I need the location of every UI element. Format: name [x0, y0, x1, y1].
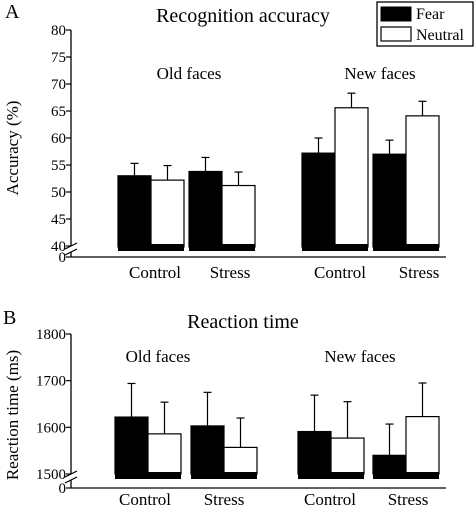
bar-fear [114, 416, 149, 475]
group-label: New faces [344, 64, 415, 83]
y-tick-label: 0 [59, 250, 67, 266]
y-tick-label: 40 [51, 239, 66, 255]
bar-neutral [147, 433, 182, 475]
bar-neutral [330, 437, 365, 475]
axis-break-mark [64, 248, 78, 256]
bar-base-strip [189, 244, 255, 251]
bar-fear [117, 175, 152, 248]
bar-base-strip [115, 472, 181, 479]
category-label: Stress [210, 263, 251, 282]
bar-neutral [405, 115, 440, 248]
bar-neutral [405, 416, 440, 475]
bar-fear [372, 153, 407, 248]
legend: Fear Neutral [376, 1, 474, 47]
bar-fear [297, 430, 332, 475]
category-label: Stress [204, 490, 245, 506]
category-label: Control [314, 263, 366, 282]
bar-neutral [223, 446, 258, 475]
bar-base-strip [373, 472, 439, 479]
chart-title: Recognition accuracy [156, 5, 330, 27]
panel-letter: A [5, 1, 20, 23]
y-tick-label: 60 [51, 131, 66, 147]
y-tick-label: 75 [51, 50, 66, 66]
bar-neutral [334, 107, 369, 248]
category-label: Control [119, 490, 171, 506]
bar-fear [190, 425, 225, 475]
y-tick-label: 65 [51, 104, 66, 120]
y-tick-label: 1700 [36, 374, 66, 390]
category-label: Control [304, 490, 356, 506]
y-tick-label: 50 [51, 185, 66, 201]
category-label: Stress [399, 263, 440, 282]
chart-title: Reaction time [187, 311, 299, 333]
y-tick-label: 80 [51, 23, 66, 39]
panel-a: A Recognition accuracy 040 45 50 55 60 65 70 75 80… [3, 1, 474, 282]
axis-break-mark [64, 476, 78, 484]
y-axis-label: Reaction time (ms) [3, 350, 22, 480]
bar-base-strip [373, 244, 439, 251]
legend-swatch-neutral [380, 26, 412, 42]
bar-fear [301, 152, 336, 248]
legend-label: Fear [416, 6, 445, 23]
category-label: Control [129, 263, 181, 282]
group-label: Old faces [126, 347, 191, 366]
bar-neutral [150, 179, 185, 248]
bar-base-strip [191, 472, 257, 479]
y-tick-label: 45 [51, 212, 66, 228]
y-axis-label: Accuracy (%) [3, 101, 22, 196]
group-label: Old faces [157, 64, 222, 83]
y-tick-label: 70 [51, 77, 66, 93]
bar-base-strip [302, 244, 368, 251]
y-tick-label: 1600 [36, 420, 66, 436]
bar-base-strip [118, 244, 184, 251]
category-label: Stress [388, 490, 429, 506]
y-tick-label: 1800 [36, 327, 66, 343]
bar-fear [372, 454, 407, 475]
y-tick-label: 55 [51, 158, 66, 174]
y-tick-label: 0 [59, 481, 67, 497]
bar-base-strip [298, 472, 364, 479]
bar-fear [188, 170, 223, 248]
legend-label: Neutral [416, 27, 465, 44]
panel-letter: B [3, 307, 16, 329]
bar-neutral [221, 184, 256, 248]
y-tick-label: 1500 [36, 467, 66, 483]
legend-swatch-fear [380, 6, 412, 22]
group-label: New faces [324, 347, 395, 366]
